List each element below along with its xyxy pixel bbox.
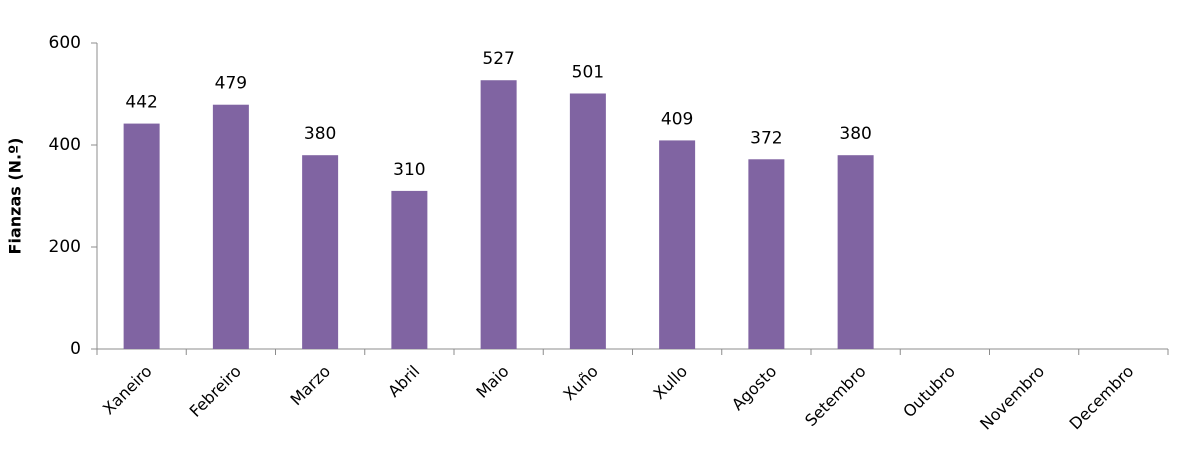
data-label: 380 — [839, 124, 871, 144]
data-label: 409 — [661, 109, 693, 129]
data-label: 372 — [750, 128, 782, 148]
x-tick-label: Xuño — [559, 362, 601, 404]
x-tick-label: Marzo — [286, 362, 334, 410]
x-tick-label: Decembro — [1066, 362, 1138, 434]
x-tick-label: Maio — [472, 362, 512, 402]
data-label: 479 — [215, 74, 247, 94]
x-tick-label: Abril — [384, 362, 423, 401]
data-label: 501 — [572, 62, 604, 82]
x-tick-label: Febreiro — [186, 362, 245, 421]
y-tick-label: 200 — [49, 237, 81, 257]
data-label: 527 — [482, 49, 514, 69]
x-tick-label: Agosto — [728, 362, 781, 415]
bar — [480, 80, 517, 349]
bar — [569, 93, 606, 350]
bar — [837, 155, 874, 349]
data-label: 442 — [125, 93, 157, 113]
bar — [302, 155, 339, 349]
data-label: 380 — [304, 124, 336, 144]
bar — [391, 190, 428, 349]
bar — [123, 123, 160, 349]
y-tick-label: 400 — [49, 135, 81, 155]
bar — [659, 140, 696, 349]
x-tick-label: Xullo — [650, 362, 692, 404]
x-tick-label: Outubro — [899, 362, 959, 422]
y-axis-label: Fianzas (N.º) — [6, 138, 25, 255]
x-tick-label: Xaneiro — [99, 362, 156, 419]
bar — [748, 159, 785, 349]
data-label: 310 — [393, 160, 425, 180]
bar — [212, 104, 249, 350]
x-tick-label: Novembro — [976, 362, 1048, 434]
y-tick-label: 0 — [70, 339, 81, 359]
x-tick-label: Setembro — [801, 362, 870, 431]
y-tick-label: 600 — [49, 33, 81, 53]
